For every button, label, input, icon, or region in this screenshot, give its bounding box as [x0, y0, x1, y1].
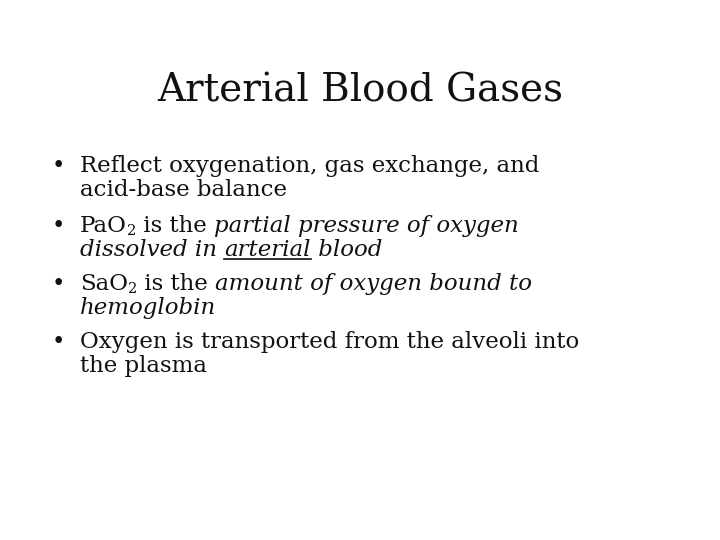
Text: acid-base balance: acid-base balance: [80, 179, 287, 201]
Text: 2: 2: [127, 224, 136, 238]
Text: •: •: [52, 273, 66, 295]
Text: dissolved in: dissolved in: [80, 239, 224, 261]
Text: PaO: PaO: [80, 215, 127, 237]
Text: SaO: SaO: [80, 273, 128, 295]
Text: arterial: arterial: [224, 239, 311, 261]
Text: Arterial Blood Gases: Arterial Blood Gases: [157, 72, 563, 109]
Text: the plasma: the plasma: [80, 355, 207, 377]
Text: is the: is the: [138, 273, 215, 295]
Text: •: •: [52, 215, 66, 237]
Text: •: •: [52, 331, 66, 353]
Text: amount of oxygen bound to: amount of oxygen bound to: [215, 273, 532, 295]
Text: Reflect oxygenation, gas exchange, and: Reflect oxygenation, gas exchange, and: [80, 155, 539, 177]
Text: hemoglobin: hemoglobin: [80, 297, 216, 319]
Text: Oxygen is transported from the alveoli into: Oxygen is transported from the alveoli i…: [80, 331, 580, 353]
Text: 2: 2: [128, 282, 138, 296]
Text: •: •: [52, 155, 66, 177]
Text: is the: is the: [136, 215, 214, 237]
Text: partial pressure of oxygen: partial pressure of oxygen: [214, 215, 519, 237]
Text: blood: blood: [311, 239, 382, 261]
